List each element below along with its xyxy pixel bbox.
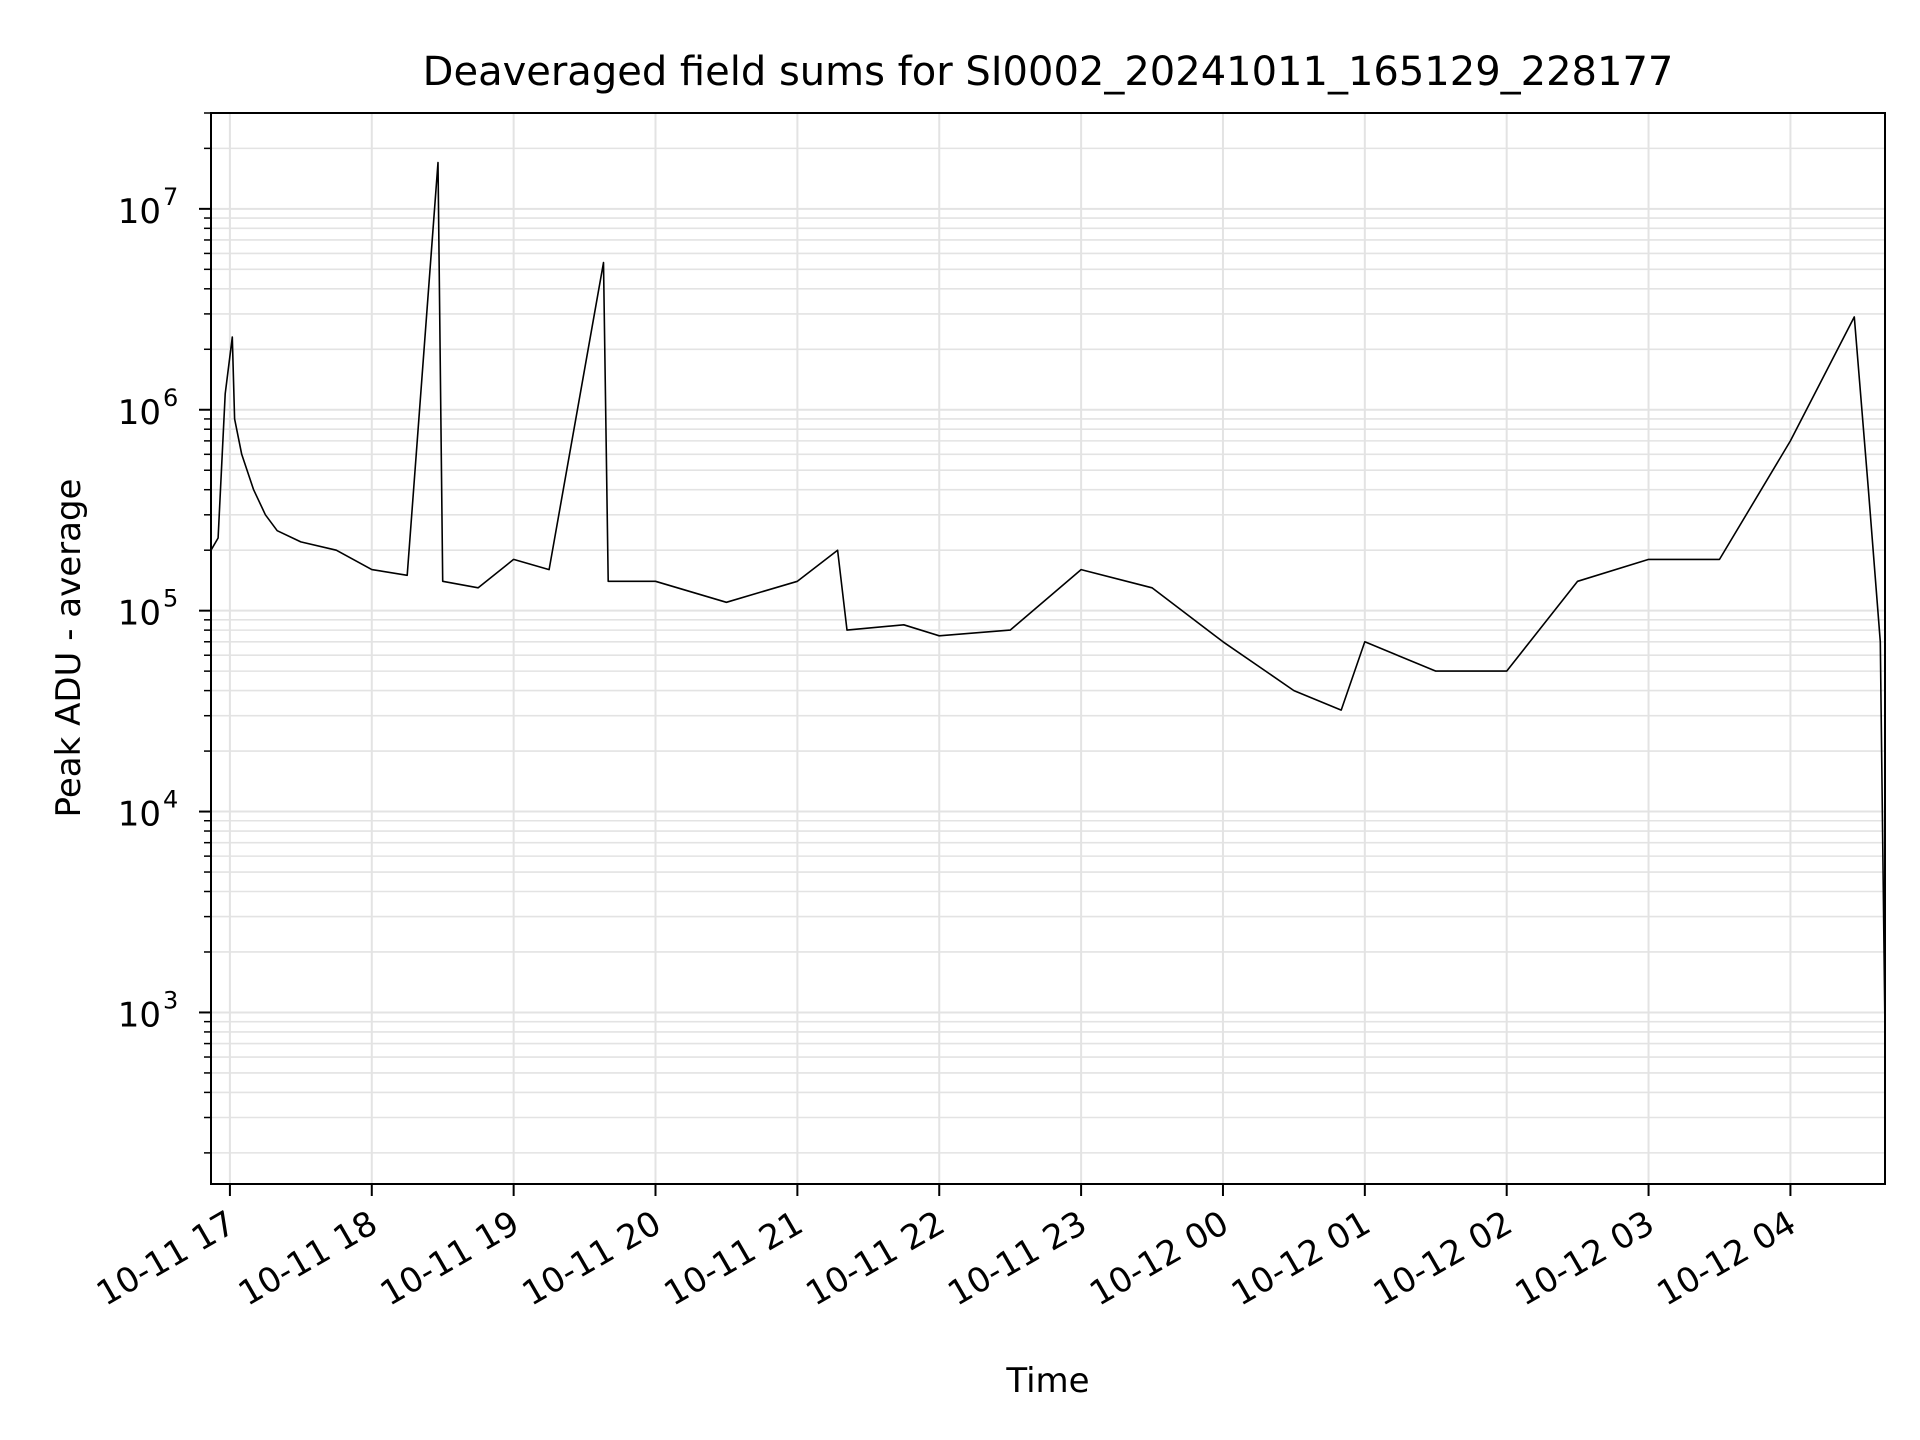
y-tick-label: 10 — [118, 594, 161, 634]
series-line-group — [210, 161, 1886, 1032]
y-tick-label: 10 — [118, 393, 161, 433]
y-tick-exponent: 6 — [163, 384, 178, 412]
y-tick-label: 10 — [118, 795, 161, 835]
grid — [211, 112, 1885, 1184]
y-axis-label: Peak ADU - average — [49, 479, 89, 818]
x-axis-label: Time — [1005, 1361, 1089, 1401]
y-tick-exponent: 5 — [163, 585, 178, 613]
y-tick-exponent: 7 — [163, 183, 178, 211]
plot-frame — [210, 112, 1886, 1185]
chart-title: Deaveraged field sums for SI0002_2024101… — [423, 49, 1674, 95]
y-tick-exponent: 4 — [163, 786, 178, 814]
series-line — [210, 161, 1886, 1032]
y-tick-exponent: 3 — [163, 986, 178, 1014]
y-tick-label: 10 — [118, 995, 161, 1035]
y-tick-label: 10 — [118, 192, 161, 232]
